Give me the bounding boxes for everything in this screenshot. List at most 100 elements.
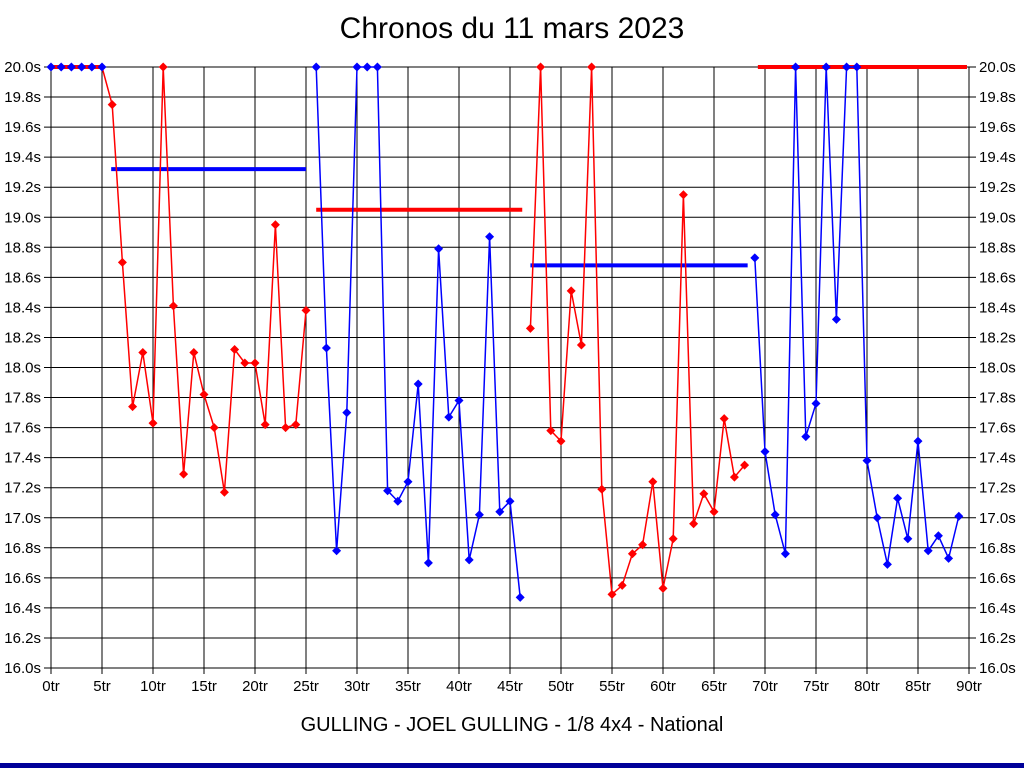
- y-tick-label: 18.0s: [4, 360, 41, 377]
- data-point: [46, 62, 56, 72]
- data-point: [872, 513, 882, 523]
- data-point: [383, 486, 393, 496]
- data-point: [740, 460, 750, 470]
- data-point: [179, 469, 189, 479]
- data-point: [393, 496, 403, 506]
- data-point: [627, 549, 637, 559]
- bottom-bar: [0, 763, 1024, 768]
- y-tick-label: 18.4s: [979, 299, 1016, 316]
- y-tick-label: 19.2s: [4, 179, 41, 196]
- x-tick-label: 65tr: [701, 678, 727, 695]
- y-tick-label: 18.8s: [4, 239, 41, 256]
- y-tick-label: 17.4s: [979, 450, 1016, 467]
- data-point: [862, 456, 872, 466]
- data-point: [372, 62, 382, 72]
- data-point: [219, 487, 229, 497]
- data-point: [780, 549, 790, 559]
- data-point: [250, 358, 260, 368]
- x-tick-label: 45tr: [497, 678, 523, 695]
- y-tick-label: 20.0s: [979, 59, 1016, 76]
- data-point: [678, 190, 688, 200]
- data-point: [311, 62, 321, 72]
- data-point: [821, 62, 831, 72]
- data-point: [199, 390, 209, 400]
- data-point: [281, 423, 291, 433]
- data-point: [230, 344, 240, 354]
- x-tick-label: 5tr: [93, 678, 111, 695]
- data-point: [413, 379, 423, 389]
- y-tick-label: 17.8s: [4, 390, 41, 407]
- series-red-run1: [51, 62, 311, 497]
- y-tick-label: 16.2s: [979, 630, 1016, 647]
- data-point: [719, 414, 729, 424]
- y-tick-label: 19.2s: [979, 179, 1016, 196]
- data-point: [240, 358, 250, 368]
- data-point: [770, 510, 780, 520]
- x-tick-label: 85tr: [905, 678, 931, 695]
- data-point: [607, 589, 617, 599]
- data-point: [668, 534, 678, 544]
- data-point: [576, 340, 586, 350]
- data-point: [882, 559, 892, 569]
- data-point: [729, 472, 739, 482]
- data-point: [362, 62, 372, 72]
- y-tick-label: 20.0s: [4, 59, 41, 76]
- data-point: [56, 62, 66, 72]
- data-point: [587, 62, 597, 72]
- y-tick-label: 16.4s: [4, 600, 41, 617]
- data-point: [791, 62, 801, 72]
- y-tick-label: 17.6s: [979, 420, 1016, 437]
- data-point: [689, 519, 699, 529]
- data-point: [321, 343, 331, 353]
- data-point: [546, 426, 556, 436]
- driver-info-footer: GULLING - JOEL GULLING - 1/8 4x4 - Natio…: [300, 714, 724, 736]
- y-tick-label: 16.8s: [4, 540, 41, 557]
- data-point: [352, 62, 362, 72]
- y-tick-label: 19.8s: [4, 89, 41, 106]
- data-point: [954, 511, 964, 521]
- data-point: [566, 286, 576, 296]
- x-tick-label: 90tr: [956, 678, 982, 695]
- data-point: [270, 220, 280, 230]
- grid: [44, 66, 976, 674]
- x-tick-label: 70tr: [752, 678, 778, 695]
- data-point: [648, 477, 658, 487]
- y-tick-label: 18.0s: [979, 360, 1016, 377]
- y-tick-label: 17.2s: [4, 480, 41, 497]
- data-point: [750, 253, 760, 263]
- data-point: [903, 534, 913, 544]
- data-point: [515, 592, 525, 602]
- y-tick-label: 18.4s: [4, 299, 41, 316]
- y-tick-label: 16.8s: [979, 540, 1016, 557]
- data-point: [536, 62, 546, 72]
- data-point: [423, 558, 433, 568]
- x-tick-label: 50tr: [548, 678, 574, 695]
- data-point: [485, 232, 495, 242]
- data-point: [811, 399, 821, 409]
- data-point: [434, 244, 444, 254]
- data-point: [760, 447, 770, 457]
- series-blue-run2: [750, 62, 964, 569]
- data-point: [342, 408, 352, 418]
- y-tick-label: 18.6s: [979, 269, 1016, 286]
- series-blue-run1: [311, 62, 525, 602]
- data-point: [128, 402, 138, 412]
- series-line: [529, 66, 746, 596]
- data-point: [495, 507, 505, 517]
- data-point: [464, 555, 474, 565]
- y-tick-label: 19.6s: [979, 119, 1016, 136]
- y-tick-label: 19.6s: [4, 119, 41, 136]
- x-axis-labels: 0tr 5tr 10tr 15tr 20tr 25tr 30tr 35tr 40tr 45tr 50…: [42, 678, 982, 695]
- data-point: [831, 314, 841, 324]
- x-tick-label: 0tr: [42, 678, 60, 695]
- y-tick-label: 16.0s: [4, 660, 41, 677]
- data-point: [852, 62, 862, 72]
- series-line: [51, 66, 307, 493]
- y-tick-label: 18.2s: [4, 329, 41, 346]
- y-tick-label: 17.8s: [979, 390, 1016, 407]
- data-point: [923, 546, 933, 556]
- x-tick-label: 40tr: [446, 678, 472, 695]
- series-red-run2: [525, 62, 750, 599]
- data-point: [597, 484, 607, 494]
